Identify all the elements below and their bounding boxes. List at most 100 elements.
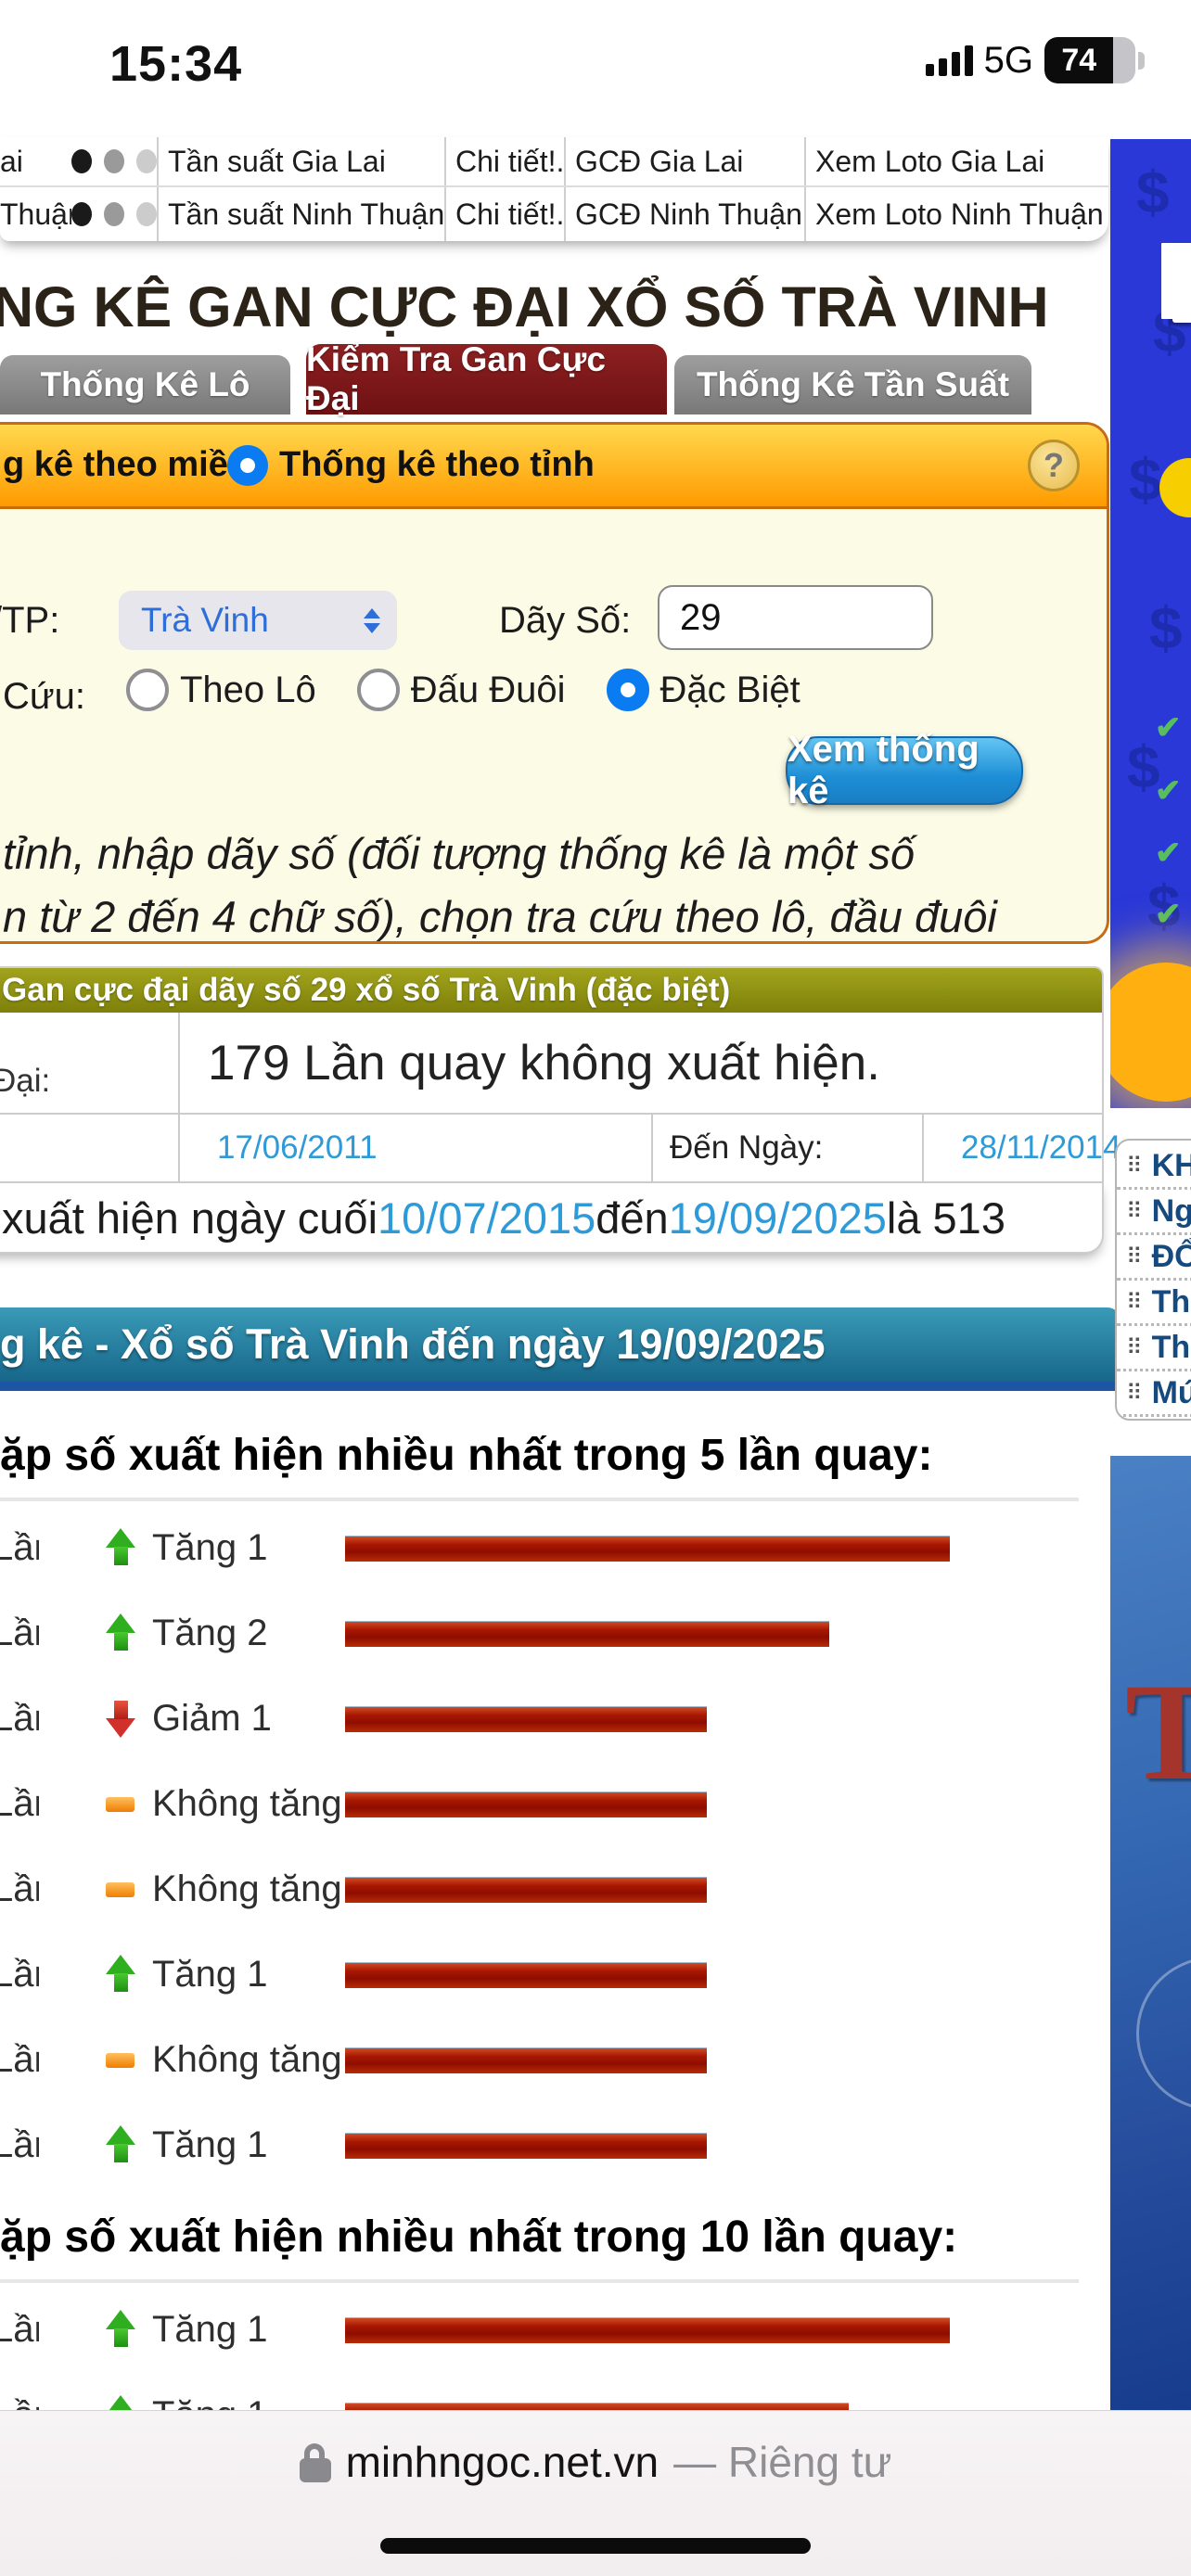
trend-icon	[104, 1611, 139, 1655]
check-icon: ✔	[1155, 773, 1182, 809]
url-bar[interactable]: minhngoc.net.vn — Riêng tư	[0, 2437, 1191, 2487]
ad-letter-t: T	[1125, 1655, 1191, 1809]
trend-icon	[104, 1867, 139, 1911]
result-note: xuất hiện ngày cuối 10/07/2015 đến 19/09…	[0, 1181, 1104, 1254]
frequency-bar	[345, 2133, 707, 2159]
note-date-2[interactable]: 19/09/2025	[668, 1192, 887, 1243]
radio-icon[interactable]	[356, 669, 400, 711]
lookup-radio-group: Cứu: Theo Lô Đấu Đuôi Đặc Biệt	[0, 669, 1107, 724]
loto-link[interactable]: Xem Loto Ninh Thuận	[815, 197, 1104, 231]
region-label: Thuận	[0, 197, 71, 231]
instructions-text: tỉnh, nhập dãy số (đối tượng thống kê là…	[3, 823, 997, 941]
trend-icon	[104, 1525, 139, 1570]
note-middle: đến	[596, 1192, 669, 1243]
sidebar-link[interactable]: ⠿ Thay	[1117, 1326, 1191, 1371]
stat-by-province-radio[interactable]	[227, 445, 268, 486]
loto-link[interactable]: Xem Loto Gia Lai	[815, 144, 1045, 178]
sidebar-link[interactable]: ⠿ Thu	[1117, 1281, 1191, 1326]
help-icon[interactable]: ?	[1028, 440, 1080, 491]
trend-icon	[104, 1952, 139, 1996]
ad-banner-bottom[interactable]: T	[1110, 1456, 1191, 2411]
province-select[interactable]: Trà Vinh	[119, 591, 397, 650]
result-header: Gan cực đại dãy số 29 xổ số Trà Vinh (đặ…	[0, 966, 1104, 1013]
chart-section-title: ặp số xuất hiện nhiều nhất trong 5 lần q…	[0, 1430, 1079, 1501]
note-prefix: xuất hiện ngày cuối	[2, 1192, 378, 1243]
check-icon: ✔	[1155, 897, 1182, 932]
clock: 15:34	[109, 36, 243, 92]
check-icon: ✔	[1155, 710, 1182, 746]
frequency-bar	[345, 2047, 707, 2073]
frequency-bar	[345, 1962, 707, 1988]
lookup-label: Cứu:	[3, 676, 86, 717]
trend-icon	[104, 2307, 139, 2352]
tab-inactive[interactable]: Thống Kê Tần Suất	[674, 355, 1031, 414]
dollar-pattern-icon: $	[1129, 446, 1162, 513]
gcd-link[interactable]: GCĐ Gia Lai	[566, 137, 806, 185]
battery-nub-icon	[1138, 51, 1145, 70]
note-date-1[interactable]: 10/07/2015	[378, 1192, 596, 1243]
frequency-bar	[345, 1706, 707, 1732]
frequency-bar	[345, 1536, 950, 1562]
province-label: /TP:	[0, 600, 60, 641]
ad-circle-outline	[1136, 1957, 1191, 2111]
battery-icon: 74	[1044, 37, 1135, 83]
sidebar-link-label: Thu	[1151, 1283, 1191, 1320]
lookup-option[interactable]: Theo Lô	[115, 669, 316, 711]
home-indicator[interactable]	[380, 2538, 811, 2554]
status-dots-icon	[71, 202, 157, 226]
region-label: ai	[0, 144, 23, 178]
sidebar-link[interactable]: ⠿ ĐỔI	[1117, 1235, 1191, 1281]
max-value: 179 Lần quay không xuất hiện.	[208, 1035, 880, 1090]
trend-icon	[104, 2123, 139, 2167]
radio-icon[interactable]	[126, 669, 169, 711]
chart-row: Lần Tăng 1	[0, 1932, 1079, 2017]
filter-box: g kê theo miền Thống kê theo tỉnh ? /TP:…	[0, 422, 1109, 944]
battery-percent: 74	[1061, 42, 1097, 78]
url-domain: minhngoc.net.vn	[345, 2438, 660, 2486]
tab-active[interactable]: Kiểm Tra Gan Cực Đại	[306, 340, 667, 417]
detail-link[interactable]: Chi tiết!..	[446, 187, 566, 241]
instructions-line-1: tỉnh, nhập dãy số (đối tượng thống kê là…	[3, 829, 916, 878]
frequency-link[interactable]: Tần suất Gia Lai	[159, 137, 446, 185]
result-dates-row: 17/06/2011 Đến Ngày: 28/11/2014	[0, 1113, 1121, 1181]
number-input[interactable]	[658, 585, 933, 650]
sidebar-link-label: Thay	[1151, 1329, 1191, 1365]
bullet-arrow-icon: ⠿	[1126, 1243, 1143, 1269]
from-date-link[interactable]: 17/06/2011	[180, 1115, 653, 1181]
lookup-option[interactable]: Đấu Đuôi	[346, 669, 566, 711]
trend-label: Không tăng	[152, 1868, 342, 1909]
view-stats-button[interactable]: Xem thống kê	[786, 729, 1023, 811]
sidebar-link[interactable]: ⠿ KHU	[1117, 1144, 1191, 1190]
sidebar-link-label: Ngh	[1151, 1192, 1191, 1229]
coin-icon	[1159, 458, 1191, 517]
check-icon: ✔	[1155, 835, 1182, 871]
page-title: NG KÊ GAN CỰC ĐẠI XỔ SỐ TRÀ VINH	[0, 275, 1049, 338]
count-label: Lần	[0, 1953, 39, 1995]
frequency-bar	[345, 2317, 950, 2343]
gcd-link[interactable]: GCĐ Ninh Thuận	[566, 187, 806, 241]
sidebar-link-label: KHU	[1151, 1147, 1191, 1183]
detail-link[interactable]: Chi tiết!..	[446, 137, 566, 185]
chart-row: Lần Tăng 1	[0, 1505, 1079, 1590]
radio-icon[interactable]	[606, 669, 649, 711]
coin-glow-icon	[1110, 963, 1191, 1102]
bullet-arrow-icon: ⠿	[1126, 1198, 1143, 1224]
lookup-option[interactable]: Đặc Biệt	[596, 669, 800, 711]
sidebar-link-label: ĐỔI	[1151, 1238, 1191, 1274]
ad-banner-top[interactable]: $ $ $ $ $ $ $ ✔ ✔ ✔ ✔	[1110, 139, 1191, 1108]
region-cell: ai	[0, 137, 159, 185]
trend-icon	[104, 1781, 139, 1826]
chevron-up-down-icon	[364, 607, 380, 633]
stat-by-province-label[interactable]: Thống kê theo tỉnh	[279, 445, 595, 484]
to-date-link[interactable]: 28/11/2014	[961, 1129, 1121, 1166]
count-label: Lần	[0, 1697, 39, 1739]
trend-label: Tăng 1	[152, 1953, 268, 1995]
bullet-arrow-icon: ⠿	[1126, 1289, 1143, 1315]
tab-inactive[interactable]: Thống Kê Lô	[0, 355, 290, 414]
dollar-pattern-icon: $	[1149, 594, 1183, 661]
lookup-option-label: Đặc Biệt	[660, 669, 800, 710]
sidebar-link[interactable]: ⠿ Ngh	[1117, 1190, 1191, 1235]
frequency-link[interactable]: Tần suất Ninh Thuận	[159, 187, 446, 241]
sidebar-link[interactable]: ⠿ Mức	[1117, 1371, 1191, 1417]
stat-by-region-label[interactable]: g kê theo miền	[3, 445, 250, 484]
